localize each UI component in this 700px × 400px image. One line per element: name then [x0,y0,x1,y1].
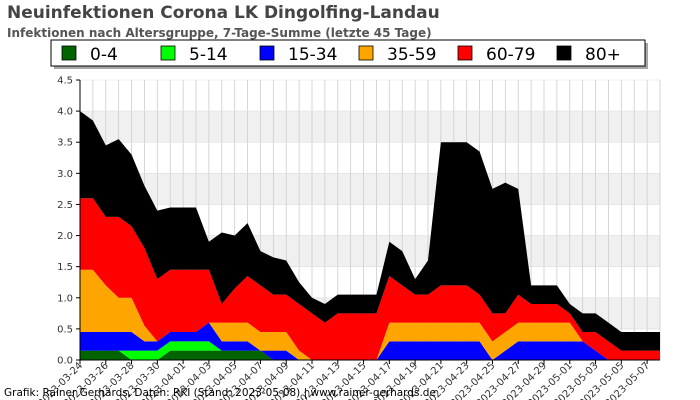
legend-label-15-34: 15-34 [288,45,337,65]
y-tick-label: 0.0 [57,356,73,367]
y-tick-label: 1.5 [57,262,73,273]
y-tick-label: 4.0 [57,107,73,118]
y-tick-label: 2.5 [57,200,73,211]
area-series-0-4 [80,350,660,360]
legend-label-0-4: 0-4 [90,45,118,65]
y-tick-label: 1.0 [57,293,73,304]
legend-swatch-15-34 [259,45,275,61]
axes [79,80,660,361]
credit-text: Grafik: Rainer Gerhards, Daten: RKI (Sta… [4,387,436,399]
legend-box [50,39,646,67]
area-series-60-79 [80,198,660,360]
y-tick-label: 3.5 [57,138,73,149]
legend-label-5-14: 5-14 [189,45,228,65]
chart-title: Neuinfektionen Corona LK Dingolfing-Land… [7,3,440,23]
y-tick-label: 4.5 [57,76,73,87]
legend-label-60-79: 60-79 [486,45,535,65]
legend-label-35-59: 35-59 [387,45,436,65]
area-series [80,111,660,360]
legend-swatch-35-59 [358,45,374,61]
legend-swatch-80+ [556,45,572,61]
legend-swatch-0-4 [61,45,77,61]
y-tick-label: 2.0 [57,231,73,242]
plot-band [80,80,660,112]
plot-band [80,111,660,143]
area-series-5-14 [80,341,660,360]
legend: 0-4 5-14 15-34 35-59 60-79 80+ [50,39,648,69]
y-axis-ticks: 0.0 0.5 1.0 1.5 2.0 2.5 3.0 3.5 4.0 4.5 [57,76,80,367]
chart-subtitle: Infektionen nach Altersgruppe, 7-Tage-Su… [7,26,432,40]
area-series-80+ [80,111,660,351]
legend-swatch-60-79 [457,45,473,61]
area-series-15-34 [80,322,660,360]
plot-band [80,142,660,174]
y-tick-label: 3.0 [57,169,73,180]
y-tick-label: 0.5 [57,324,73,335]
legend-swatch-5-14 [160,45,176,61]
plot-band [80,173,660,205]
legend-label-80+: 80+ [585,45,621,65]
area-series-35-59 [80,269,660,360]
